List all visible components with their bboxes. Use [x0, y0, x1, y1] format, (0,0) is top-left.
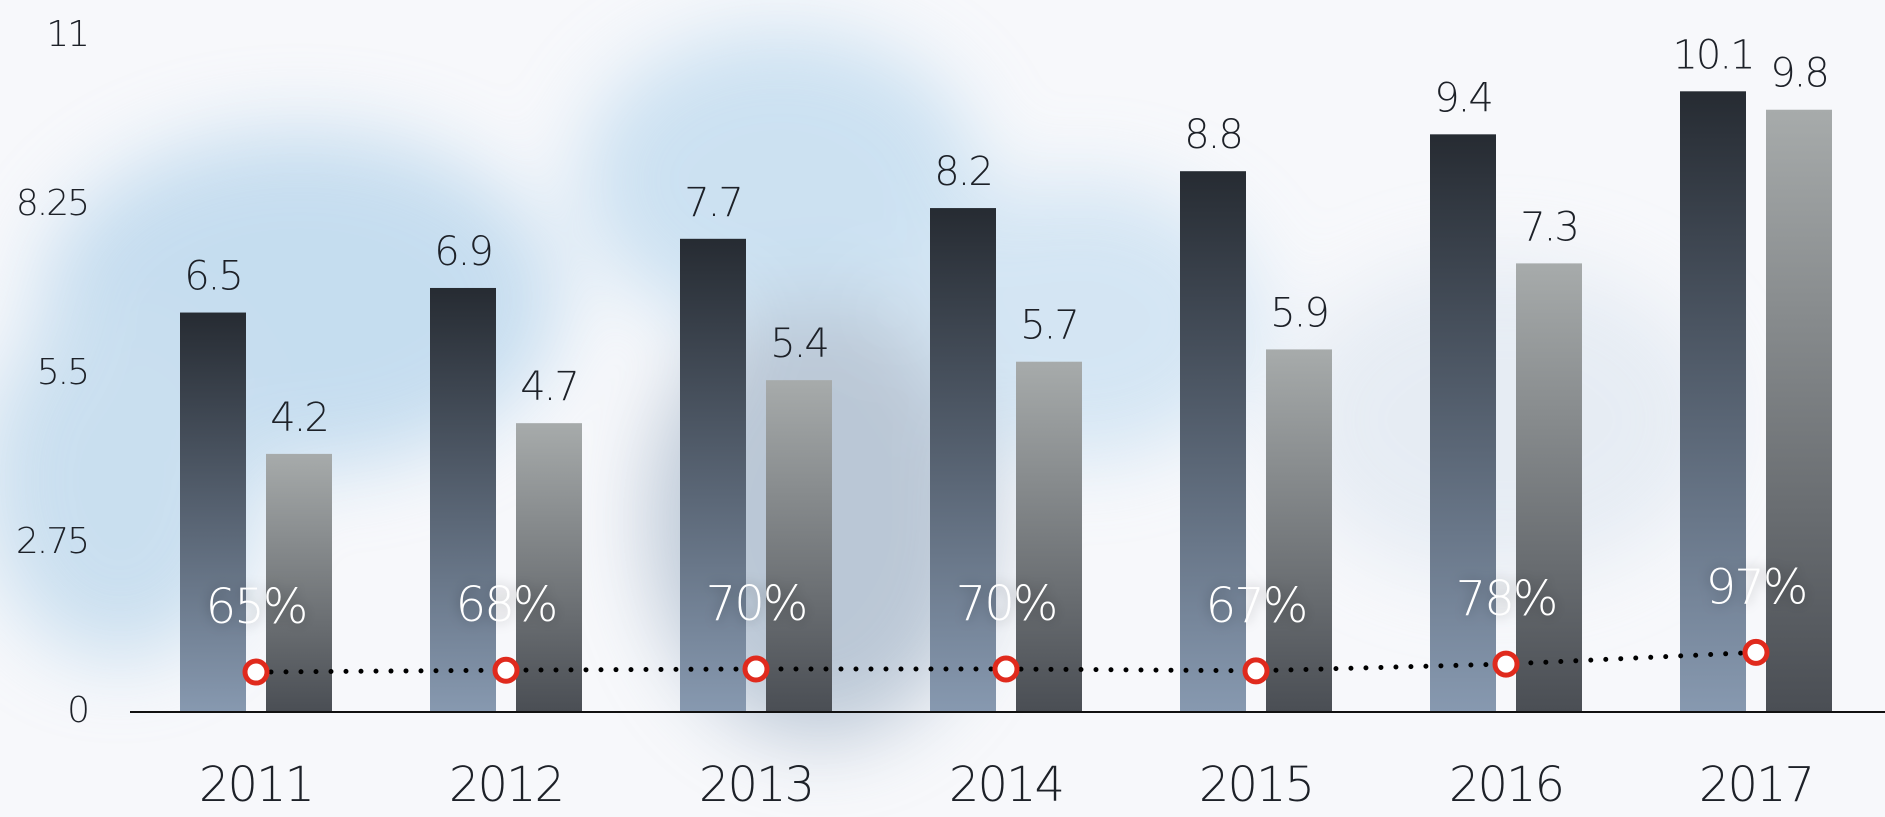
bar-value-label: 6.5	[184, 254, 242, 300]
bar	[1266, 349, 1332, 712]
y-tick-label: 0	[67, 690, 88, 731]
bar-value-label: 9.8	[1770, 51, 1828, 97]
line-marker	[992, 655, 1020, 683]
line-value-label: 65%	[206, 579, 307, 635]
bar-value-label: 6.9	[434, 229, 492, 275]
x-tick-label: 2014	[949, 757, 1063, 813]
bar	[1680, 91, 1746, 713]
x-tick-label: 2016	[1449, 757, 1563, 813]
bar	[430, 287, 496, 712]
bar-value-label: 7.7	[684, 180, 742, 226]
bar	[180, 312, 246, 712]
bar-value-label: 5.4	[770, 321, 828, 367]
line-marker	[242, 658, 270, 686]
line-marker	[1492, 650, 1520, 678]
bar	[1016, 361, 1082, 712]
bar-value-label: 4.2	[270, 395, 328, 441]
y-tick-label: 5.5	[37, 352, 88, 393]
line-value-label: 67%	[1206, 578, 1307, 634]
bar-value-label: 4.7	[520, 364, 578, 410]
bar	[680, 238, 746, 713]
line-value-label: 70%	[706, 576, 807, 632]
y-tick-label: 11	[46, 14, 88, 55]
bar	[266, 453, 332, 712]
bar	[766, 380, 832, 712]
bar	[1180, 171, 1246, 712]
line-marker	[1742, 638, 1770, 666]
line-value-label: 68%	[456, 577, 557, 633]
bar-value-label: 7.3	[1520, 204, 1578, 250]
bar	[1516, 263, 1582, 712]
bar-value-label: 5.9	[1270, 290, 1328, 336]
line-marker	[1242, 657, 1270, 685]
bar	[930, 208, 996, 712]
x-tick-label: 2015	[1199, 757, 1313, 813]
bar-value-label: 10.1	[1672, 32, 1753, 78]
bar-value-label: 9.4	[1434, 75, 1492, 121]
x-tick-label: 2013	[699, 757, 813, 813]
y-tick-label: 2.75	[16, 521, 88, 562]
line-value-label: 78%	[1456, 571, 1557, 627]
line-value-label: 97%	[1706, 559, 1807, 615]
x-tick-label: 2011	[199, 757, 313, 813]
bar-value-label: 5.7	[1020, 303, 1078, 349]
y-tick-label: 8.25	[16, 183, 88, 224]
bar	[1430, 134, 1496, 712]
line-value-label: 70%	[956, 576, 1057, 632]
bar	[516, 423, 582, 712]
bar-value-label: 8.2	[934, 149, 992, 195]
bar	[1766, 109, 1832, 712]
line-marker	[742, 655, 770, 683]
bar-value-label: 8.8	[1184, 112, 1242, 158]
x-tick-label: 2012	[449, 757, 563, 813]
line-marker	[492, 656, 520, 684]
x-tick-label: 2017	[1699, 757, 1813, 813]
